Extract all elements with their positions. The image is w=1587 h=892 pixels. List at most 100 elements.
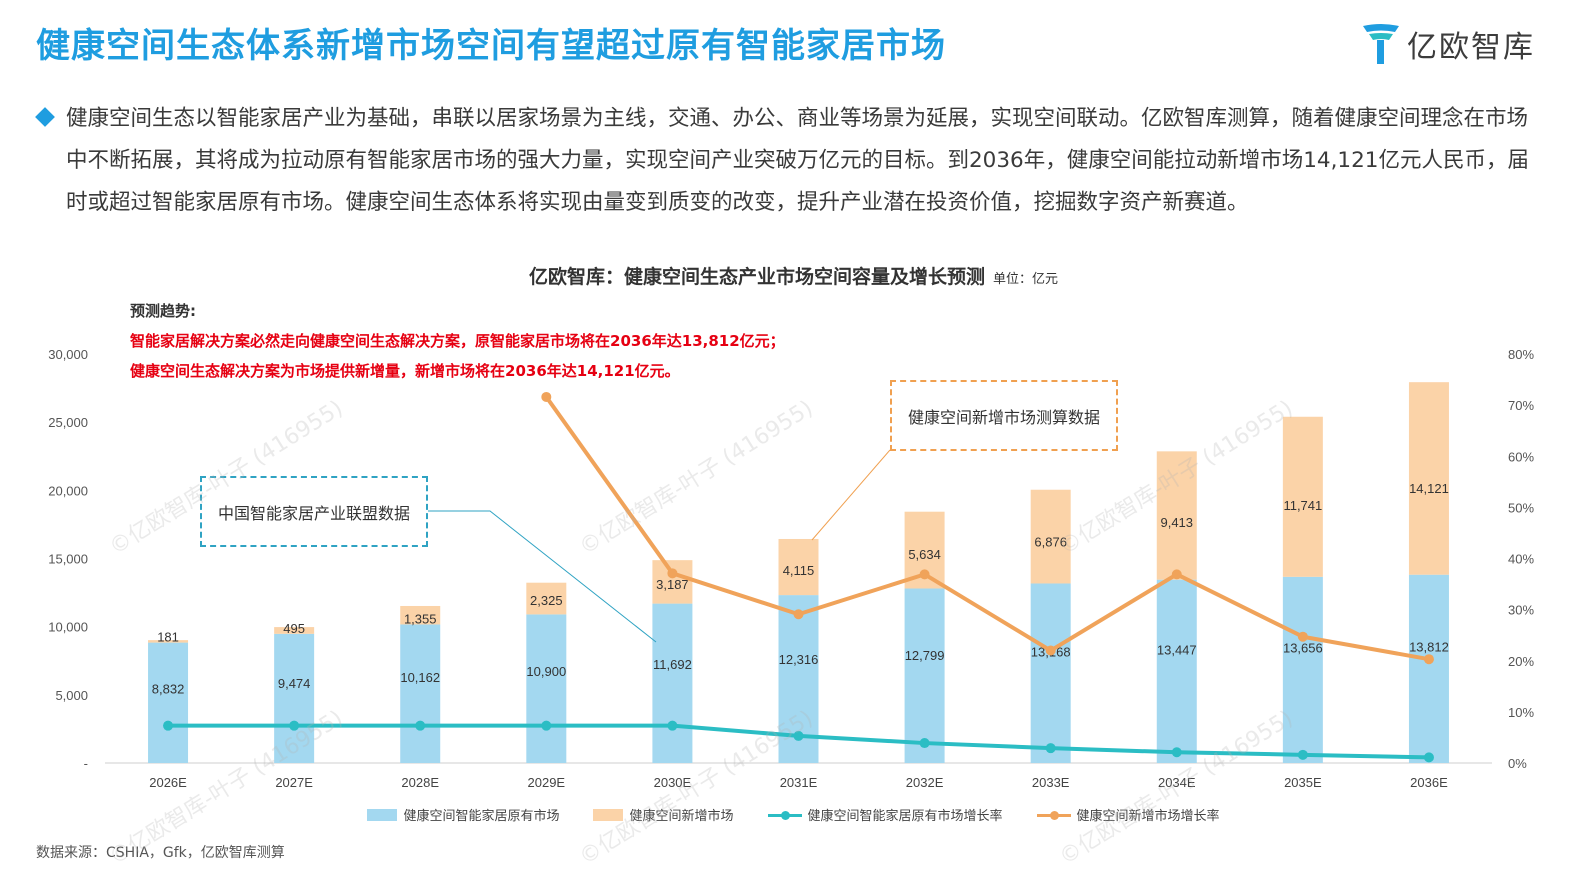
bar-existing-market xyxy=(1282,576,1323,763)
data-label-new: 6,876 xyxy=(1034,534,1067,549)
data-label-new: 5,634 xyxy=(908,547,941,562)
bar-existing-market xyxy=(148,642,189,763)
legend-swatch-new xyxy=(593,808,624,821)
new-rate-point xyxy=(541,391,552,402)
x-tick-label: 2032E xyxy=(906,775,944,790)
bar-new-market xyxy=(778,538,819,596)
bar-new-market xyxy=(1156,451,1197,580)
y2-tick-label: 70% xyxy=(1508,398,1534,413)
bar-new-market xyxy=(274,627,315,634)
callout-cshia-data: 中国智能家居产业联盟数据 xyxy=(200,476,428,547)
bar-new-market xyxy=(1030,489,1071,584)
bar-existing-market xyxy=(1030,583,1071,763)
bar-new-market xyxy=(400,605,441,625)
existing-rate-point xyxy=(1045,743,1056,754)
new-rate-point xyxy=(1045,645,1056,656)
new-rate-point xyxy=(667,568,678,579)
new-rate-point xyxy=(1171,569,1182,580)
chart-legend: 健康空间智能家居原有市场 健康空间新增市场 健康空间智能家居原有市场增长率 健康… xyxy=(0,805,1587,824)
legend-new-market: 健康空间新增市场 xyxy=(593,805,734,824)
bar-existing-market xyxy=(1156,579,1197,763)
legend-label: 健康空间智能家居原有市场增长率 xyxy=(807,809,1003,824)
new-rate-point xyxy=(793,609,804,620)
existing-rate-point xyxy=(1297,749,1308,760)
x-tick-label: 2036E xyxy=(1410,775,1448,790)
forecast-label: 预测趋势: xyxy=(130,302,196,320)
y-tick-label: 20,000 xyxy=(48,483,88,498)
bar-existing-market xyxy=(274,633,315,763)
data-label-new: 1,355 xyxy=(404,611,437,626)
logo-text: 亿欧智库 xyxy=(1407,30,1535,65)
page-title: 健康空间生态体系新增市场空间有望超过原有智能家居市场 xyxy=(36,26,946,66)
y-tick-label: 30,000 xyxy=(48,347,88,362)
logo: 亿欧智库 xyxy=(1361,22,1535,66)
data-label-existing: 12,316 xyxy=(779,652,819,667)
existing-rate-point xyxy=(667,720,678,731)
x-tick-label: 2029E xyxy=(528,775,566,790)
bar-new-market xyxy=(526,582,567,615)
y2-tick-label: 40% xyxy=(1508,552,1534,567)
x-tick-label: 2033E xyxy=(1032,775,1070,790)
bar-existing-market xyxy=(1408,574,1449,763)
bar-existing-market xyxy=(904,588,945,763)
y-tick-label: 10,000 xyxy=(48,620,88,635)
bar-new-market xyxy=(652,560,693,604)
x-tick-label: 2028E xyxy=(401,775,439,790)
bar-existing-market xyxy=(400,624,441,763)
y2-tick-label: 30% xyxy=(1508,603,1534,618)
data-label-new: 9,413 xyxy=(1160,515,1193,530)
bar-new-market xyxy=(1408,382,1449,575)
y2-tick-label: 60% xyxy=(1508,449,1534,464)
callout-connector-left xyxy=(428,510,657,643)
data-label-existing: 11,692 xyxy=(653,657,692,672)
x-tick-label: 2026E xyxy=(149,775,187,790)
y2-tick-label: 50% xyxy=(1508,500,1534,515)
legend-existing-rate: 健康空间智能家居原有市场增长率 xyxy=(767,805,1003,824)
data-source: 数据来源：CSHIA，Gfk，亿欧智库测算 xyxy=(36,845,285,861)
y-tick-label: - xyxy=(84,756,88,771)
data-label-existing: 9,474 xyxy=(278,676,311,691)
data-label-existing: 8,832 xyxy=(152,681,185,696)
y-tick-label: 5,000 xyxy=(55,688,88,703)
legend-label: 健康空间新增市场 xyxy=(629,809,734,824)
data-label-existing: 12,799 xyxy=(905,648,945,663)
data-label-new: 11,741 xyxy=(1283,498,1322,513)
existing-rate-point xyxy=(289,720,300,731)
chart-title: 亿欧智库：健康空间生态产业市场空间容量及增长预测 单位：亿元 xyxy=(0,262,1587,289)
new-rate-point xyxy=(1297,631,1308,642)
existing-rate-point xyxy=(163,720,174,731)
yiou-logo-icon xyxy=(1363,24,1399,64)
new-rate-line xyxy=(544,395,1430,662)
legend-swatch-new-rate xyxy=(1036,809,1071,821)
data-label-existing: 13,447 xyxy=(1157,642,1197,657)
y2-tick-label: 0% xyxy=(1508,756,1527,771)
y-tick-label: 15,000 xyxy=(48,552,88,567)
x-tick-label: 2027E xyxy=(275,775,313,790)
y2-tick-label: 20% xyxy=(1508,654,1534,669)
new-rate-point xyxy=(1423,654,1434,665)
legend-new-rate: 健康空间新增市场增长率 xyxy=(1036,805,1220,824)
data-label-existing: 10,162 xyxy=(400,670,440,685)
data-label-new: 14,121 xyxy=(1409,481,1449,496)
y-tick-label: 25,000 xyxy=(48,415,88,430)
x-tick-label: 2030E xyxy=(654,775,692,790)
forecast-line-2: 健康空间生态解决方案为市场提供新增量，新增市场将在2036年达14,121亿元。 xyxy=(130,362,680,380)
legend-label: 健康空间新增市场增长率 xyxy=(1076,809,1220,824)
existing-rate-point xyxy=(415,720,426,731)
data-label-existing: 13,656 xyxy=(1283,641,1323,656)
existing-rate-point xyxy=(541,720,552,731)
new-rate-point xyxy=(919,569,930,580)
existing-rate-point xyxy=(919,738,930,749)
bar-new-market xyxy=(1282,416,1323,577)
y2-tick-label: 80% xyxy=(1508,347,1534,362)
x-tick-label: 2035E xyxy=(1284,775,1322,790)
existing-rate-point xyxy=(1423,752,1434,763)
legend-existing-market: 健康空间智能家居原有市场 xyxy=(367,805,559,824)
legend-swatch-existing-rate xyxy=(767,809,802,821)
x-tick-label: 2031E xyxy=(780,775,818,790)
existing-rate-point xyxy=(793,730,804,741)
data-label-new: 4,115 xyxy=(783,563,815,578)
forecast-line-1: 智能家居解决方案必然走向健康空间生态解决方案，原智能家居市场将在2036年达13… xyxy=(130,332,785,350)
